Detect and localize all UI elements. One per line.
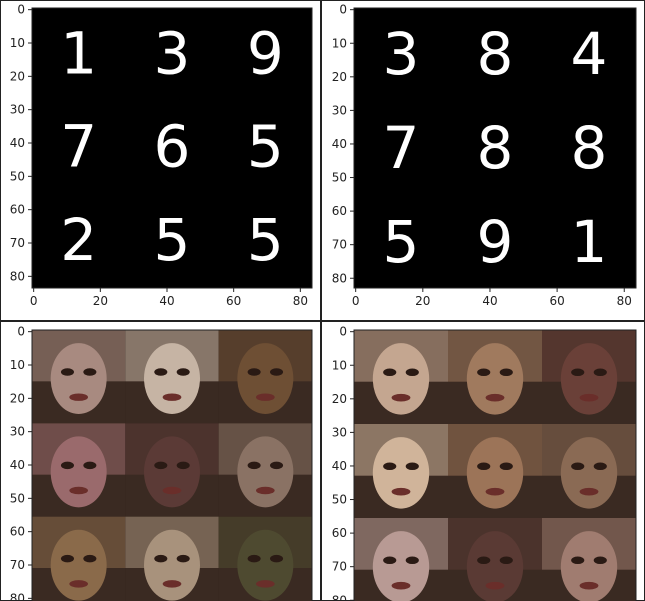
x-tick-label: 40 (482, 294, 497, 308)
y-tick-label: 0 (17, 325, 25, 339)
y-tick-label: 10 (332, 36, 347, 50)
x-tick-label: 60 (226, 294, 241, 308)
image-background (32, 8, 312, 288)
x-tick-label: 0 (30, 294, 38, 308)
generated-digit: 3 (154, 19, 191, 87)
generated-face (32, 330, 126, 424)
x-tick-label: 40 (159, 294, 174, 308)
x-tick-label: 80 (617, 294, 632, 308)
generated-digit: 2 (60, 206, 97, 274)
y-tick-label: 20 (332, 70, 347, 84)
generated-digit: 6 (154, 113, 191, 181)
generated-digit: 4 (571, 20, 608, 88)
generated-face (125, 330, 219, 424)
y-tick-label: 50 (10, 169, 25, 183)
generated-face (542, 518, 636, 601)
vertical-divider (320, 0, 322, 601)
generated-digit: 8 (571, 114, 608, 182)
image-area: 3 8 47 8 85 9 1 (354, 8, 636, 288)
generated-face (448, 424, 542, 518)
y-tick-label: 0 (17, 3, 25, 17)
y-tick-label: 10 (10, 36, 25, 50)
x-tick-label: 80 (293, 294, 308, 308)
y-tick-label: 80 (10, 591, 25, 601)
generated-digit: 9 (247, 19, 284, 87)
generated-face (448, 518, 542, 601)
y-tick-label: 70 (10, 558, 25, 572)
y-tick-label: 40 (332, 137, 347, 151)
y-tick-label: 30 (332, 425, 347, 439)
generated-digit: 5 (247, 206, 284, 274)
generated-face (354, 424, 448, 518)
horizontal-divider (0, 320, 645, 322)
y-tick-label: 80 (10, 269, 25, 283)
generated-face (448, 330, 542, 424)
generated-digit: 3 (383, 20, 420, 88)
axes-frame (31, 7, 313, 289)
y-tick-label: 10 (332, 358, 347, 372)
y-tick-label: 20 (10, 69, 25, 83)
x-tick-label: 0 (352, 294, 360, 308)
generated-face (218, 423, 312, 517)
generated-face (32, 423, 126, 517)
y-tick-label: 30 (10, 103, 25, 117)
generated-face (354, 330, 448, 424)
y-tick-label: 10 (10, 358, 25, 372)
axes-frame (353, 7, 637, 289)
y-tick-label: 20 (10, 391, 25, 405)
y-tick-label: 60 (332, 526, 347, 540)
y-tick-label: 40 (10, 458, 25, 472)
x-tick-label: 20 (93, 294, 108, 308)
generated-face (125, 516, 219, 601)
y-tick-label: 50 (10, 491, 25, 505)
y-tick-label: 30 (332, 103, 347, 117)
y-tick-label: 60 (332, 204, 347, 218)
generated-face (125, 423, 219, 517)
y-tick-label: 50 (332, 171, 347, 185)
generated-face (542, 330, 636, 424)
axes-frame (31, 329, 313, 601)
generated-digit: 1 (60, 19, 97, 87)
y-tick-label: 80 (332, 593, 347, 601)
image-background (354, 8, 636, 288)
face-sample-grid-left: 0 10 20 30 40 50 60 70 80 (10, 325, 313, 601)
y-tick-label: 70 (10, 236, 25, 250)
y-tick-label: 70 (332, 560, 347, 574)
generated-digit: 8 (477, 114, 514, 182)
y-tick-label: 60 (10, 203, 25, 217)
y-tick-label: 40 (10, 136, 25, 150)
y-tick-label: 20 (332, 392, 347, 406)
x-tick-label: 20 (415, 294, 430, 308)
y-tick-label: 50 (332, 493, 347, 507)
generated-digit: 5 (383, 208, 420, 276)
y-tick-label: 80 (332, 271, 347, 285)
generated-digit: 8 (477, 20, 514, 88)
generated-digit: 9 (477, 208, 514, 276)
generated-digit: 1 (571, 208, 608, 276)
y-tick-label: 40 (332, 459, 347, 473)
generated-face (218, 330, 312, 424)
generated-face (218, 516, 312, 601)
x-tick-label: 60 (549, 294, 564, 308)
image-area (354, 330, 636, 601)
y-tick-label: 70 (332, 238, 347, 252)
y-tick-label: 0 (339, 3, 347, 17)
generated-digit: 7 (60, 113, 97, 181)
y-tick-label: 60 (10, 525, 25, 539)
y-tick-label: 30 (10, 425, 25, 439)
generated-face (32, 516, 126, 601)
generated-face (354, 518, 448, 601)
generated-digit: 7 (383, 114, 420, 182)
face-sample-grid-right: 0 10 20 30 40 50 60 70 80 (332, 325, 637, 601)
image-area (32, 330, 312, 601)
generated-digit: 5 (247, 113, 284, 181)
generated-digit: 5 (154, 206, 191, 274)
generated-face (542, 424, 636, 518)
y-tick-label: 0 (339, 325, 347, 339)
image-area: 1 3 97 6 52 5 5 (32, 8, 312, 288)
